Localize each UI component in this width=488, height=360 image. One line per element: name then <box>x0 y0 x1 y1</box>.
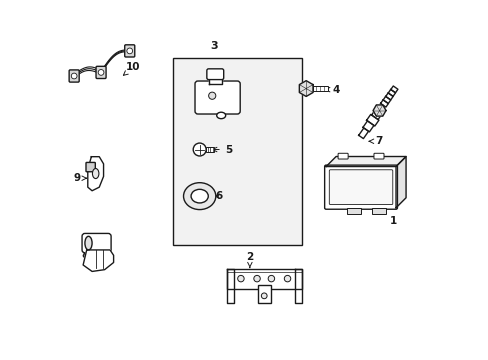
Text: 8: 8 <box>81 250 95 260</box>
Text: 10: 10 <box>123 62 140 75</box>
Text: 4: 4 <box>325 85 339 95</box>
Polygon shape <box>226 269 233 303</box>
Bar <box>257 285 270 303</box>
Polygon shape <box>208 73 222 84</box>
Polygon shape <box>358 128 368 139</box>
Circle shape <box>71 73 77 79</box>
Circle shape <box>261 293 266 299</box>
Text: 3: 3 <box>210 41 217 50</box>
FancyBboxPatch shape <box>206 69 223 80</box>
FancyBboxPatch shape <box>324 165 397 209</box>
Ellipse shape <box>85 236 92 250</box>
Polygon shape <box>385 93 392 100</box>
Polygon shape <box>325 157 405 167</box>
Polygon shape <box>387 89 395 96</box>
Circle shape <box>253 275 260 282</box>
Text: 2: 2 <box>246 252 253 268</box>
Bar <box>346 208 360 214</box>
Ellipse shape <box>92 168 99 179</box>
Polygon shape <box>88 157 103 191</box>
Bar <box>371 208 386 214</box>
FancyBboxPatch shape <box>69 70 79 82</box>
Ellipse shape <box>191 189 208 203</box>
Polygon shape <box>383 96 390 104</box>
Polygon shape <box>395 157 405 208</box>
Bar <box>312 86 327 91</box>
Polygon shape <box>390 86 397 93</box>
Circle shape <box>193 143 206 156</box>
Polygon shape <box>366 114 378 126</box>
Text: 9: 9 <box>73 173 86 183</box>
FancyBboxPatch shape <box>195 81 240 114</box>
Polygon shape <box>83 250 113 271</box>
Text: 5: 5 <box>212 144 231 154</box>
Circle shape <box>208 92 215 99</box>
Ellipse shape <box>183 183 215 210</box>
Circle shape <box>126 48 132 54</box>
Polygon shape <box>299 81 312 96</box>
Polygon shape <box>362 121 373 132</box>
FancyBboxPatch shape <box>328 170 392 204</box>
Circle shape <box>267 275 274 282</box>
Ellipse shape <box>216 112 225 119</box>
Text: 1: 1 <box>381 206 396 226</box>
FancyBboxPatch shape <box>373 153 383 159</box>
Circle shape <box>98 69 104 75</box>
Polygon shape <box>372 105 385 116</box>
Text: 6: 6 <box>215 191 223 201</box>
FancyBboxPatch shape <box>124 45 135 57</box>
Text: 7: 7 <box>368 136 382 146</box>
Bar <box>206 147 214 152</box>
Polygon shape <box>380 100 387 107</box>
Circle shape <box>284 275 290 282</box>
FancyBboxPatch shape <box>337 153 347 159</box>
Bar <box>226 269 301 289</box>
Polygon shape <box>294 269 301 303</box>
Polygon shape <box>371 110 381 120</box>
FancyBboxPatch shape <box>86 162 95 172</box>
Bar <box>172 58 301 244</box>
Circle shape <box>237 275 244 282</box>
FancyBboxPatch shape <box>96 66 106 78</box>
FancyBboxPatch shape <box>82 233 111 253</box>
